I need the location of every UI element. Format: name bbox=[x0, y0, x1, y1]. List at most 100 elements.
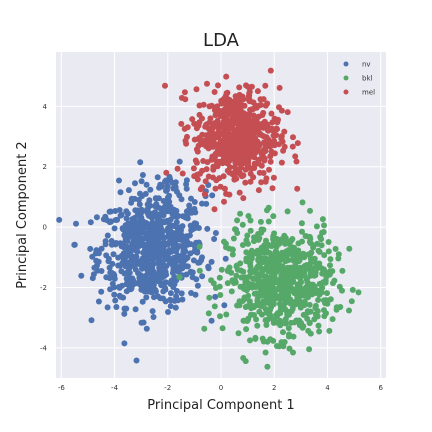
point-bkl bbox=[205, 310, 212, 317]
point-mel bbox=[163, 169, 170, 176]
point-bkl bbox=[262, 349, 269, 356]
scatter-points bbox=[56, 67, 362, 370]
point-nv bbox=[176, 192, 183, 199]
point-mel bbox=[260, 147, 267, 153]
point-nv bbox=[128, 285, 135, 292]
point-bkl bbox=[243, 326, 250, 333]
point-nv bbox=[117, 189, 124, 196]
point-nv bbox=[155, 270, 162, 277]
point-bkl bbox=[266, 276, 273, 282]
point-nv bbox=[184, 263, 191, 270]
point-nv bbox=[172, 179, 179, 186]
point-bkl bbox=[312, 311, 319, 318]
point-nv bbox=[133, 357, 140, 364]
point-bkl bbox=[313, 263, 320, 270]
point-mel bbox=[213, 108, 220, 115]
point-nv bbox=[112, 217, 119, 223]
point-nv bbox=[188, 290, 195, 296]
point-nv bbox=[78, 272, 85, 279]
point-bkl bbox=[268, 304, 275, 311]
point-bkl bbox=[316, 328, 323, 335]
point-nv bbox=[161, 219, 168, 226]
point-bkl bbox=[263, 322, 270, 328]
point-bkl bbox=[304, 279, 311, 286]
point-mel bbox=[253, 124, 259, 131]
point-bkl bbox=[236, 302, 243, 309]
point-nv bbox=[93, 257, 100, 264]
point-nv bbox=[135, 239, 142, 246]
point-nv bbox=[159, 183, 165, 190]
point-bkl bbox=[327, 262, 333, 269]
point-bkl bbox=[285, 325, 292, 332]
point-bkl bbox=[307, 272, 314, 279]
legend-marker-mel bbox=[343, 89, 349, 95]
point-nv bbox=[149, 308, 156, 315]
point-mel bbox=[212, 185, 219, 192]
point-mel bbox=[232, 159, 239, 166]
point-bkl bbox=[226, 264, 233, 271]
point-nv bbox=[150, 238, 157, 245]
point-mel bbox=[247, 106, 254, 113]
point-nv bbox=[173, 288, 180, 294]
point-bkl bbox=[282, 240, 289, 247]
point-nv bbox=[132, 180, 138, 187]
point-bkl bbox=[255, 236, 262, 243]
point-mel bbox=[206, 103, 213, 110]
x-tick-label: 4 bbox=[325, 384, 330, 392]
point-nv bbox=[186, 202, 193, 209]
point-bkl bbox=[237, 260, 244, 267]
point-mel bbox=[254, 88, 261, 95]
point-mel bbox=[267, 153, 274, 160]
point-bkl bbox=[270, 213, 277, 220]
point-bkl bbox=[270, 268, 277, 275]
point-bkl bbox=[284, 208, 291, 215]
point-nv bbox=[160, 212, 167, 219]
point-nv bbox=[112, 208, 119, 214]
point-bkl bbox=[303, 288, 310, 295]
point-bkl bbox=[313, 287, 320, 294]
point-mel bbox=[191, 136, 198, 143]
point-mel bbox=[206, 137, 213, 144]
point-bkl bbox=[307, 207, 313, 214]
point-mel bbox=[204, 80, 210, 87]
point-nv bbox=[190, 257, 197, 264]
point-nv bbox=[179, 223, 186, 230]
point-bkl bbox=[262, 298, 269, 305]
point-bkl bbox=[246, 298, 253, 305]
point-mel bbox=[199, 131, 206, 138]
point-nv bbox=[89, 253, 96, 260]
point-nv bbox=[106, 264, 113, 271]
point-nv bbox=[139, 172, 146, 178]
point-mel bbox=[255, 160, 262, 167]
point-bkl bbox=[276, 258, 282, 265]
point-bkl bbox=[241, 317, 248, 324]
point-bkl bbox=[297, 278, 304, 285]
point-mel bbox=[237, 132, 244, 139]
point-bkl bbox=[248, 311, 254, 318]
point-nv bbox=[110, 270, 117, 277]
point-bkl bbox=[320, 229, 327, 235]
point-nv bbox=[156, 264, 163, 271]
point-mel bbox=[219, 151, 226, 158]
point-nv bbox=[149, 263, 155, 270]
point-bkl bbox=[244, 303, 251, 310]
point-nv bbox=[166, 192, 173, 199]
point-nv bbox=[182, 214, 189, 221]
point-mel bbox=[235, 96, 242, 103]
point-bkl bbox=[305, 327, 312, 334]
point-nv bbox=[135, 270, 142, 277]
point-mel bbox=[281, 143, 288, 150]
point-nv bbox=[145, 233, 152, 240]
point-nv bbox=[221, 302, 228, 309]
point-nv bbox=[89, 275, 96, 282]
point-nv bbox=[137, 222, 144, 229]
y-tick-label: 0 bbox=[43, 224, 47, 232]
point-nv bbox=[164, 187, 170, 194]
point-bkl bbox=[302, 312, 309, 318]
point-nv bbox=[178, 290, 185, 297]
point-bkl bbox=[196, 267, 203, 274]
point-bkl bbox=[318, 236, 325, 243]
point-nv bbox=[199, 273, 206, 280]
point-nv bbox=[211, 236, 218, 242]
point-nv bbox=[188, 227, 195, 234]
